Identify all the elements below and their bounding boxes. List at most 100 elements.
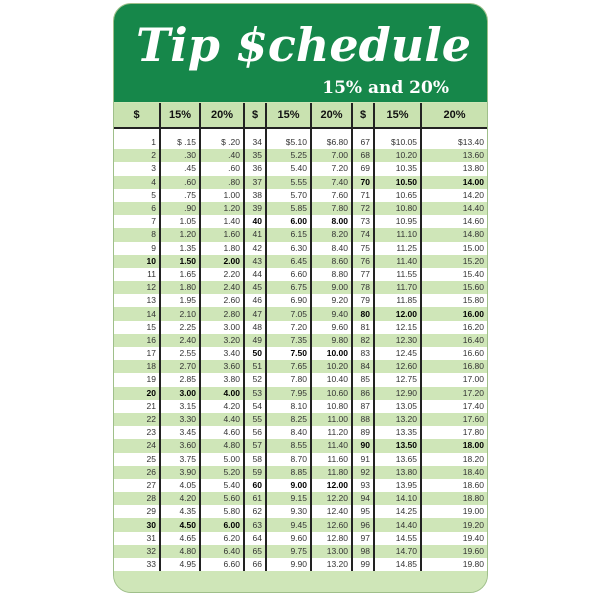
card-subtitle: 15% and 20% <box>322 78 449 98</box>
spacer-cell <box>243 128 266 136</box>
tip-15-cell: 6.00 <box>265 215 311 229</box>
tip-15-cell: 12.75 <box>373 373 421 387</box>
tip-20-cell: 15.40 <box>420 267 487 282</box>
tip-15-cell: 9.60 <box>265 531 311 545</box>
table-row: 19 2.85 3.80 52 7.80 10.40 85 12.75 17.00 <box>114 373 487 387</box>
tip-15-cell: 11.40 <box>373 254 421 268</box>
tip-15-cell: 7.65 <box>265 360 311 374</box>
tip-15-cell: 1.95 <box>159 294 200 308</box>
amount-cell: 29 <box>114 505 160 519</box>
amount-cell: 79 <box>351 294 374 308</box>
tip-20-cell: 1.40 <box>199 215 244 229</box>
tip-15-cell: 13.95 <box>373 478 421 493</box>
amount-cell: 67 <box>351 136 374 150</box>
tip-15-cell: 14.55 <box>373 531 421 545</box>
amount-cell: 23 <box>114 426 160 440</box>
tip-20-cell: 3.00 <box>199 320 244 334</box>
amount-cell: 30 <box>114 518 160 532</box>
tip-20-cell: 18.00 <box>420 439 487 453</box>
tip-20-cell: 3.20 <box>199 333 244 347</box>
tip-20-cell: 4.80 <box>199 439 244 453</box>
amount-cell: 90 <box>351 439 374 453</box>
amount-cell: 48 <box>243 320 266 334</box>
table-row: 6.90 1.20 39 5.85 7.80 72 10.80 14.40 <box>114 201 487 216</box>
tip-20-cell: 14.60 <box>420 215 487 229</box>
amount-cell: 22 <box>114 412 160 427</box>
tip-20-cell: $6.80 <box>310 136 352 150</box>
amount-cell: 81 <box>351 320 374 334</box>
amount-cell: 3 <box>114 162 160 176</box>
amount-cell: 89 <box>351 426 374 440</box>
amount-cell: 80 <box>351 307 374 321</box>
tip-20-cell: $13.40 <box>420 136 487 150</box>
tip-15-cell: 7.05 <box>265 307 311 321</box>
tip-15-cell: 7.20 <box>265 320 311 334</box>
amount-cell: 69 <box>351 162 374 176</box>
amount-cell: 44 <box>243 267 266 282</box>
amount-cell: 74 <box>351 228 374 242</box>
amount-cell: 17 <box>114 347 160 361</box>
tip-15-cell: 6.30 <box>265 241 311 255</box>
tip-15-cell: 8.70 <box>265 452 311 466</box>
tip-20-cell: 13.60 <box>420 149 487 163</box>
tip-15-cell: 14.70 <box>373 544 421 558</box>
tip-15-cell: 12.45 <box>373 347 421 361</box>
column-header: 20% <box>420 103 487 129</box>
table-row: 28 4.20 5.60 61 9.15 12.20 94 14.10 18.80 <box>114 492 487 506</box>
tip-20-cell: 9.60 <box>310 320 352 334</box>
tip-20-cell: 18.20 <box>420 452 487 466</box>
tip-15-cell: 13.20 <box>373 412 421 427</box>
amount-cell: 47 <box>243 307 266 321</box>
amount-cell: 61 <box>243 492 266 506</box>
tip-15-cell: 3.60 <box>159 439 200 453</box>
amount-cell: 21 <box>114 399 160 413</box>
amount-cell: 70 <box>351 175 374 189</box>
amount-cell: 97 <box>351 531 374 545</box>
tip-20-cell: 11.40 <box>310 439 352 453</box>
amount-cell: 26 <box>114 465 160 479</box>
tip-15-cell: 6.45 <box>265 254 311 268</box>
amount-cell: 71 <box>351 188 374 202</box>
tip-20-cell: 10.40 <box>310 373 352 387</box>
amount-cell: 93 <box>351 478 374 493</box>
tip-20-cell: 14.20 <box>420 188 487 202</box>
tip-20-cell: 17.60 <box>420 412 487 427</box>
amount-cell: 84 <box>351 360 374 374</box>
tip-15-cell: 9.45 <box>265 518 311 532</box>
tip-15-cell: 12.30 <box>373 333 421 347</box>
tip-20-cell: 19.40 <box>420 531 487 545</box>
table-row: 1 $ .15 $ .20 34 $5.10 $6.80 67 $10.05 $13.40 <box>114 136 487 150</box>
amount-cell: 92 <box>351 465 374 479</box>
tip-15-cell: 4.20 <box>159 492 200 506</box>
amount-cell: 72 <box>351 201 374 216</box>
amount-cell: 85 <box>351 373 374 387</box>
tip-20-cell: 3.60 <box>199 360 244 374</box>
amount-cell: 11 <box>114 267 160 282</box>
tip-20-cell: 8.40 <box>310 241 352 255</box>
amount-cell: 46 <box>243 294 266 308</box>
tip-15-cell: 3.00 <box>159 386 200 400</box>
amount-cell: 1 <box>114 136 160 150</box>
tip-20-cell: 5.00 <box>199 452 244 466</box>
spacer-cell <box>114 128 160 136</box>
tip-15-cell: 5.85 <box>265 201 311 216</box>
tip-20-cell: 2.60 <box>199 294 244 308</box>
card-header: Tip $chedule 15% and 20% <box>114 4 487 102</box>
tip-20-cell: 17.80 <box>420 426 487 440</box>
tip-20-cell: 5.80 <box>199 505 244 519</box>
amount-cell: 73 <box>351 215 374 229</box>
table-row: 33 4.95 6.60 66 9.90 13.20 99 14.85 19.80 <box>114 558 487 572</box>
tip-20-cell: 7.60 <box>310 188 352 202</box>
table-row: 22 3.30 4.40 55 8.25 11.00 88 13.20 17.60 <box>114 412 487 427</box>
tip-15-cell: 13.50 <box>373 439 421 453</box>
amount-cell: 60 <box>243 478 266 493</box>
tip-15-cell: 3.90 <box>159 465 200 479</box>
tip-15-cell: 6.60 <box>265 267 311 282</box>
amount-cell: 28 <box>114 492 160 506</box>
tip-20-cell: 4.00 <box>199 386 244 400</box>
tip-15-cell: 10.80 <box>373 201 421 216</box>
amount-cell: 37 <box>243 175 266 189</box>
tip-20-cell: 19.60 <box>420 544 487 558</box>
tip-20-cell: 10.00 <box>310 347 352 361</box>
tip-20-cell: 17.00 <box>420 373 487 387</box>
